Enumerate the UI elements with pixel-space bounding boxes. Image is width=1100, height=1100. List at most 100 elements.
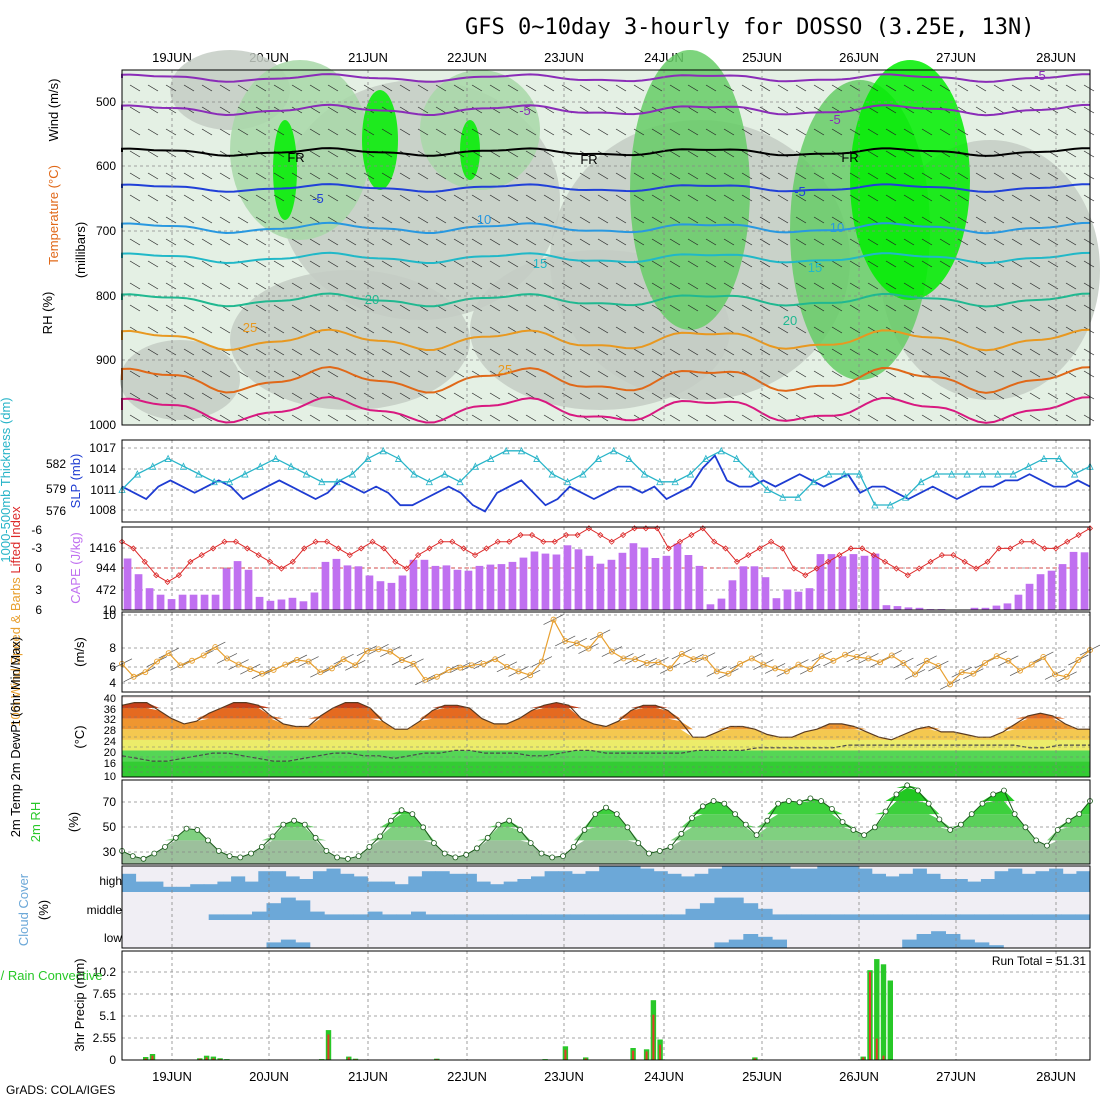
wind-barb xyxy=(435,128,447,136)
cloud-cell xyxy=(627,914,643,920)
date-label-bottom: 28JUN xyxy=(1036,1069,1076,1084)
wind-barb xyxy=(273,392,285,400)
wind-barb xyxy=(237,414,249,422)
wind-barb xyxy=(759,84,771,92)
wind-barb xyxy=(417,128,429,136)
wind-barb xyxy=(903,216,915,224)
wind-speed-marker xyxy=(363,647,370,654)
wind-barb xyxy=(1083,150,1095,158)
wind-barb xyxy=(615,370,627,378)
rh-2m-marker xyxy=(226,853,233,859)
wind-speed-marker xyxy=(573,640,580,647)
wind-barb xyxy=(129,282,141,290)
wind-barb xyxy=(939,238,951,246)
wind-barb xyxy=(885,106,897,114)
lifted-index-marker xyxy=(255,552,262,559)
cloud-cell xyxy=(299,879,314,892)
wind-speed-marker xyxy=(1028,661,1035,668)
wind-barb xyxy=(975,106,987,114)
lifted-index-marker xyxy=(654,525,661,532)
wind-barb xyxy=(921,194,933,202)
wind-barb xyxy=(1029,194,1041,202)
thickness-marker xyxy=(640,470,649,478)
wind-barb xyxy=(831,370,843,378)
rh-2m-marker xyxy=(291,817,298,824)
wind-barb xyxy=(165,282,177,290)
precip-convective-bar xyxy=(212,1058,215,1060)
wind-barb xyxy=(345,260,357,268)
wind-barb xyxy=(849,238,861,246)
wind-barb xyxy=(525,370,537,378)
lifted-index-marker xyxy=(449,538,456,545)
cape-bar xyxy=(970,607,979,610)
cloud-cell xyxy=(266,903,282,920)
wind-barb xyxy=(309,150,321,158)
wind-barb xyxy=(579,392,591,400)
wind-barb xyxy=(975,326,987,334)
cloud-cell xyxy=(1062,873,1077,892)
lifted-index-marker xyxy=(415,552,422,559)
wind-barb xyxy=(687,84,699,92)
wind-barb xyxy=(219,194,231,202)
wind-barb xyxy=(651,84,663,92)
wind-barb xyxy=(129,260,141,268)
cloud-cell xyxy=(902,914,918,920)
thickness-line xyxy=(121,450,1091,506)
wind-barb xyxy=(381,414,393,422)
lifted-index-marker xyxy=(733,558,741,565)
wind-barb xyxy=(1065,260,1077,268)
wind-barb xyxy=(669,172,681,180)
lifted-index-marker xyxy=(358,545,365,552)
wind-barb xyxy=(561,216,573,224)
wind-barb xyxy=(633,414,645,422)
rh-2m-marker xyxy=(312,834,319,841)
wind-barb xyxy=(867,260,879,268)
wind-barb xyxy=(471,348,483,356)
cloud-cell xyxy=(396,914,412,920)
wind-barb xyxy=(885,128,897,136)
wind-barb xyxy=(165,414,177,422)
wind-barb xyxy=(453,370,465,378)
date-label-bottom: 21JUN xyxy=(348,1069,388,1084)
rh-region xyxy=(630,50,750,330)
rh-2m-marker xyxy=(721,800,728,807)
wind-barb xyxy=(615,392,627,400)
precip-convective-bar xyxy=(205,1057,208,1060)
wind-barb xyxy=(993,238,1005,246)
rh-2m-marker xyxy=(334,854,341,861)
wind-barb xyxy=(219,106,231,114)
wind-barb xyxy=(525,238,537,246)
cape-bar xyxy=(805,588,814,610)
precip-convective-bar xyxy=(584,1058,587,1060)
wind-barb xyxy=(939,348,951,356)
wind-barb xyxy=(867,128,879,136)
lifted-index-marker xyxy=(711,538,718,545)
rh-band xyxy=(122,827,1090,841)
rh-2m-marker xyxy=(430,840,437,846)
wind-barb xyxy=(291,392,303,400)
rh-2m-marker xyxy=(344,855,351,862)
wind-barb xyxy=(291,128,303,136)
wind-barb xyxy=(489,238,501,246)
wind-barb xyxy=(291,304,303,312)
wind-speed-marker xyxy=(398,657,405,663)
wind-barb xyxy=(435,150,447,158)
thickness-marker xyxy=(825,470,833,478)
wind-barb xyxy=(255,260,267,268)
cloud-cover-axis-label: Cloud Cover xyxy=(16,873,31,946)
cloud-cell xyxy=(280,939,296,948)
cape-bar xyxy=(552,554,561,610)
wind-barb xyxy=(1083,84,1095,92)
wind-barb xyxy=(147,282,159,290)
wind-barb xyxy=(237,348,249,356)
wind-barb xyxy=(687,194,699,202)
wind-barb xyxy=(687,238,699,246)
rh-2m-panel: 70 50 30 2m RH (%) xyxy=(28,779,1093,865)
wind-barb xyxy=(687,172,699,180)
cape-bar xyxy=(651,558,660,610)
lifted-index-marker xyxy=(745,552,752,559)
thickness-marker xyxy=(932,470,940,478)
wind-barb xyxy=(237,194,249,202)
temp-2m-axis-label: 2m Temp 2m DewPt (6hr Min/Max) xyxy=(8,637,23,838)
wind-barb xyxy=(705,304,717,312)
